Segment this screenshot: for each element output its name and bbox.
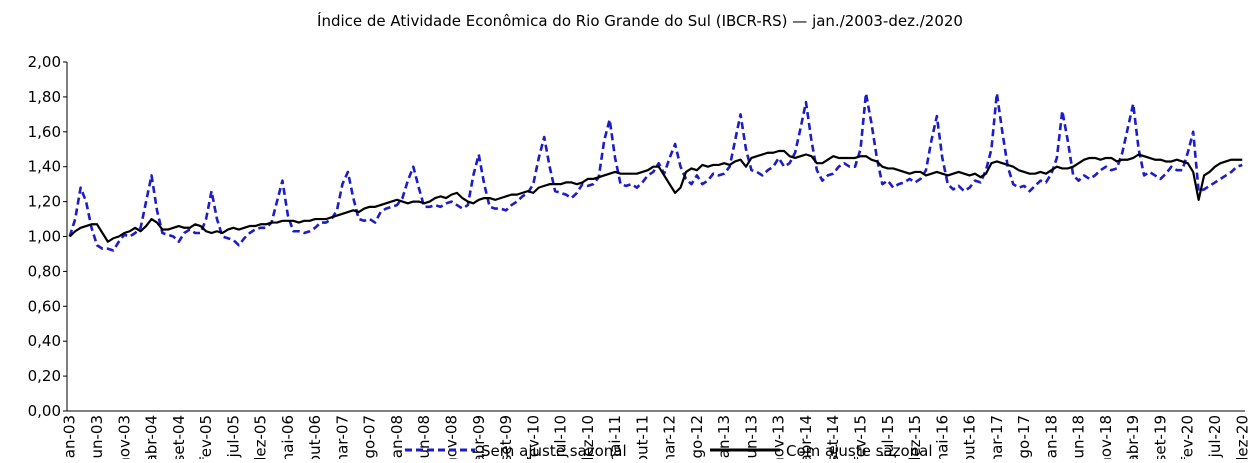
x-tick-label: dez-10 (579, 415, 597, 459)
x-tick-label: dez-05 (252, 415, 270, 459)
x-tick-label: ago-17 (1015, 415, 1033, 459)
x-tick-label: jul-15 (879, 415, 897, 458)
x-tick-label: set-09 (497, 415, 515, 459)
y-tick-label: 0,40 (28, 332, 61, 350)
y-tick-label: 1,00 (28, 228, 61, 246)
x-tick-label: mar-17 (988, 415, 1006, 459)
x-tick-label: mai-11 (606, 415, 624, 459)
y-tick-label: 1,60 (28, 123, 61, 141)
x-tick-label: fev-10 (524, 415, 542, 459)
x-tick-label: set-19 (1151, 415, 1169, 459)
x-tick-label: out-06 (306, 415, 324, 459)
x-tick-label: mar-07 (333, 415, 351, 459)
y-tick-label: 0,20 (28, 367, 61, 385)
x-tick-label: jan-13 (715, 415, 733, 459)
x-tick-label: out-16 (961, 415, 979, 459)
legend-label: Sem ajuste sazonal (481, 442, 627, 459)
y-tick-label: 0,60 (28, 297, 61, 315)
x-tick-label: ago-12 (688, 415, 706, 459)
x-tick-label: jan-08 (388, 415, 406, 459)
x-tick-label: jul-20 (1206, 415, 1224, 458)
x-tick-label: out-11 (633, 415, 651, 459)
x-tick-label: dez-20 (1233, 415, 1251, 459)
y-tick-label: 2,00 (28, 53, 61, 71)
y-tick-label: 0,80 (28, 262, 61, 280)
y-tick-label: 1,40 (28, 158, 61, 176)
series-line (68, 92, 1243, 252)
x-tick-label: nov-13 (770, 415, 788, 459)
x-tick-label: fev-20 (1179, 415, 1197, 459)
chart-title: Índice de Atividade Econômica do Rio Gra… (317, 11, 963, 30)
x-tick-label: jan-03 (61, 415, 79, 459)
x-tick-label: jul-05 (224, 415, 242, 458)
x-tick-label: nov-08 (442, 415, 460, 459)
x-tick-label: abr-14 (797, 415, 815, 459)
x-tick-label: jun-08 (415, 415, 433, 459)
x-tick-label: jan-18 (1042, 415, 1060, 459)
x-tick-label: mai-16 (933, 415, 951, 459)
y-tick-label: 1,20 (28, 193, 61, 211)
x-tick-label: fev-15 (852, 415, 870, 459)
x-tick-label: mar-12 (661, 415, 679, 459)
y-tick-label: 0,00 (28, 402, 61, 420)
x-tick-label: abr-19 (1124, 415, 1142, 459)
x-tick-label: jun-18 (1070, 415, 1088, 459)
legend-label: Com ajuste sazonal (786, 442, 933, 459)
x-tick-label: set-14 (824, 415, 842, 459)
x-tick-label: jun-13 (742, 415, 760, 459)
x-tick-label: nov-03 (115, 415, 133, 459)
x-tick-label: dez-15 (906, 415, 924, 459)
x-tick-label: jul-10 (552, 415, 570, 458)
x-tick-label: mai-06 (279, 415, 297, 459)
x-tick-label: jun-03 (88, 415, 106, 459)
x-tick-label: set-04 (170, 415, 188, 459)
series-line (68, 149, 1243, 243)
x-tick-label: ago-07 (361, 415, 379, 459)
x-tick-label: fev-05 (197, 415, 215, 459)
x-tick-label: nov-18 (1097, 415, 1115, 459)
x-tick-label: abr-04 (143, 415, 161, 459)
y-tick-label: 1,80 (28, 88, 61, 106)
